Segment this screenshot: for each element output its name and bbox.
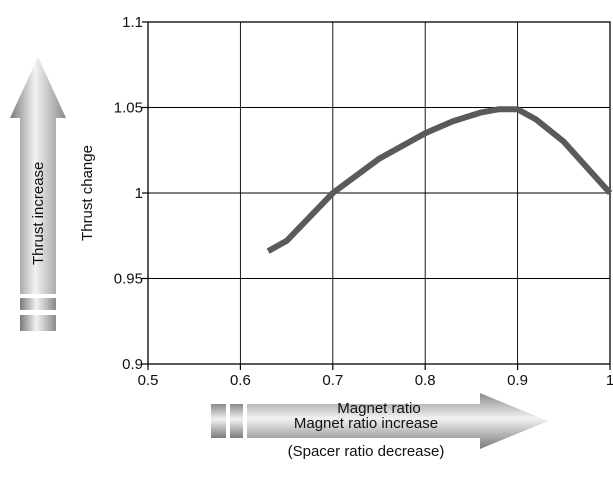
x-tick-label: 0.7 (322, 372, 343, 389)
x-tick-label: 0.8 (415, 372, 436, 389)
y-tick-labels: 0.9 0.95 1 1.05 1.1 (114, 14, 143, 373)
y-tick-label: 1.05 (114, 100, 143, 117)
thrust-increase-label: Thrust increase (30, 162, 47, 265)
x-tick-label: 0.6 (230, 372, 251, 389)
x-tick-label: 1 (606, 372, 613, 389)
thrust-increase-arrow: Thrust increase (10, 57, 66, 331)
x-axis-label: Magnet ratio (337, 400, 420, 417)
y-tick-label: 0.9 (122, 356, 143, 373)
thrust-change-line (266, 106, 613, 254)
x-tick-label: 0.5 (138, 372, 159, 389)
x-tick-label: 0.9 (507, 372, 528, 389)
spacer-ratio-decrease-label: (Spacer ratio decrease) (288, 443, 445, 460)
magnet-ratio-increase-label: Magnet ratio increase (294, 415, 438, 432)
y-tick-label: 0.95 (114, 271, 143, 288)
x-tick-labels: 0.5 0.6 0.7 0.8 0.9 1 (138, 372, 613, 389)
magnet-ratio-increase-arrow: Magnet ratio increase (Spacer ratio decr… (211, 393, 548, 460)
grid (148, 22, 610, 364)
y-tick-label: 1.1 (122, 14, 143, 31)
y-tick-label: 1 (135, 185, 143, 202)
ticks (142, 21, 611, 370)
y-axis-label: Thrust change (79, 145, 96, 241)
